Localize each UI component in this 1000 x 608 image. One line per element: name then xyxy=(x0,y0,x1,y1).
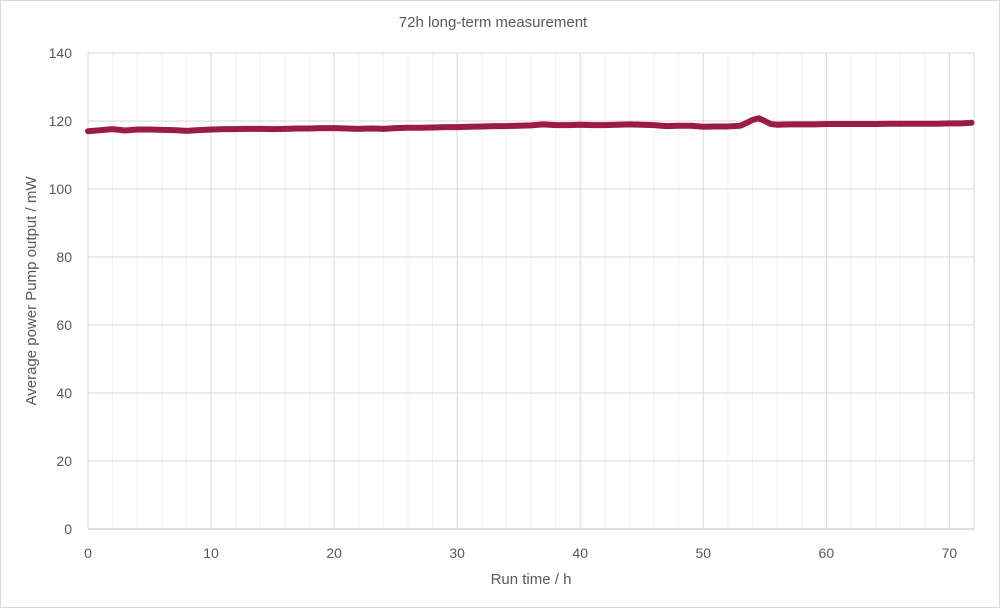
x-tick-label: 70 xyxy=(942,545,958,561)
x-axis-label: Run time / h xyxy=(491,571,572,588)
series-line xyxy=(85,115,975,135)
y-tick-label: 100 xyxy=(49,181,73,197)
series-group xyxy=(85,115,975,135)
major-gridlines xyxy=(87,52,975,530)
x-tick-label: 0 xyxy=(84,545,92,561)
y-tick-label: 140 xyxy=(49,45,73,61)
x-tick-label: 40 xyxy=(572,545,588,561)
y-tick-label: 0 xyxy=(64,521,72,537)
x-tick-label: 10 xyxy=(203,545,219,561)
y-tick-labels: 0 20 40 60 80 100 120 140 xyxy=(49,45,73,537)
y-tick-label: 20 xyxy=(56,453,72,469)
x-tick-label: 20 xyxy=(326,545,342,561)
chart-title: 72h long-term measurement xyxy=(399,14,588,31)
y-tick-label: 60 xyxy=(56,317,72,333)
x-tick-label: 50 xyxy=(695,545,711,561)
y-axis-label: Average power Pump output / mW xyxy=(23,176,40,406)
y-tick-label: 40 xyxy=(56,385,72,401)
x-tick-label: 30 xyxy=(449,545,465,561)
y-tick-label: 120 xyxy=(49,113,73,129)
y-tick-label: 80 xyxy=(56,249,72,265)
x-tick-labels: 0 10 20 30 40 50 60 70 xyxy=(84,545,957,561)
minor-gridlines xyxy=(112,53,975,529)
x-tick-label: 60 xyxy=(819,545,835,561)
